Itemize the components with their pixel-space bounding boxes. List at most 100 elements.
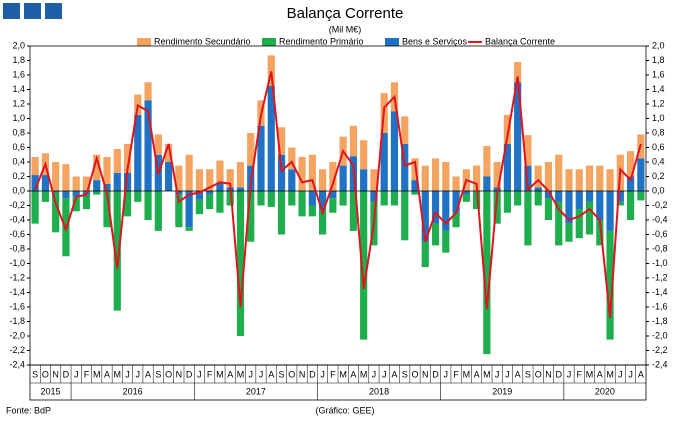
- bar: [123, 172, 132, 191]
- bar: [339, 191, 347, 206]
- bar: [298, 191, 306, 217]
- bar: [319, 209, 327, 235]
- x-tick-label: J: [567, 369, 572, 379]
- bar: [411, 191, 419, 195]
- bar: [637, 158, 645, 191]
- bar: [339, 165, 347, 191]
- x-tick-label: M: [483, 369, 491, 379]
- bar: [277, 127, 286, 155]
- bar: [247, 133, 255, 166]
- line: [34, 71, 642, 319]
- bar: [503, 143, 511, 191]
- bar: [236, 187, 245, 191]
- y-tick-label: 1,8: [12, 55, 25, 65]
- bar: [637, 191, 645, 201]
- y-tick-label: 0,8: [12, 127, 25, 137]
- x-tick-label: A: [104, 369, 110, 379]
- year-label: 2017: [246, 386, 266, 396]
- bar: [606, 191, 614, 231]
- x-tick-label: F: [207, 369, 213, 379]
- bar: [288, 169, 296, 191]
- bar: [616, 201, 624, 206]
- bar: [544, 162, 553, 191]
- bar: [483, 176, 491, 191]
- bar: [442, 191, 450, 231]
- bar: [534, 191, 542, 206]
- bar: [134, 191, 142, 202]
- bar: [431, 158, 440, 191]
- bar: [483, 191, 491, 355]
- bar: [329, 191, 337, 199]
- y2-tick-label: 0,2: [652, 171, 665, 181]
- bar: [216, 182, 224, 191]
- y-tick-label: 0,6: [12, 142, 25, 152]
- x-tick-label: S: [525, 369, 531, 379]
- bar: [195, 199, 203, 215]
- x-tick-label: O: [165, 369, 172, 379]
- bar: [175, 194, 183, 228]
- y2-tick-label: 1,4: [652, 84, 665, 94]
- bar: [226, 191, 234, 206]
- bar: [585, 191, 594, 202]
- y-tick-label: -0,2: [9, 200, 25, 210]
- x-tick-label: M: [360, 369, 368, 379]
- bar: [555, 201, 563, 246]
- x-tick-label: A: [515, 369, 521, 379]
- bar: [585, 201, 594, 235]
- logo-square: [24, 3, 41, 19]
- bar: [627, 151, 635, 177]
- y-tick-label: 1,2: [12, 98, 25, 108]
- y-tick-label: -2,4: [9, 359, 25, 369]
- bar: [308, 205, 316, 217]
- bar: [370, 191, 378, 202]
- x-tick-label: D: [186, 369, 193, 379]
- y2-tick-label: -1,0: [652, 258, 668, 268]
- bar: [401, 143, 409, 191]
- x-tick-label: N: [176, 369, 183, 379]
- y-tick-label: -1,2: [9, 272, 25, 282]
- x-tick-label: D: [309, 369, 316, 379]
- bar: [236, 162, 245, 188]
- bar: [267, 85, 275, 191]
- bar: [442, 230, 450, 253]
- bar: [185, 227, 193, 231]
- x-tick-label: M: [216, 369, 224, 379]
- x-tick-label: A: [391, 369, 397, 379]
- bar: [462, 191, 470, 195]
- x-tick-label: J: [125, 369, 130, 379]
- x-tick-label: A: [227, 369, 233, 379]
- x-tick-label: S: [279, 369, 285, 379]
- x-tick-label: N: [299, 369, 306, 379]
- x-tick-label: M: [114, 369, 122, 379]
- y2-tick-label: -1,4: [652, 287, 668, 297]
- y-tick-label: 1,6: [12, 69, 25, 79]
- y-tick-label: -0,4: [9, 214, 25, 224]
- bar: [606, 230, 614, 340]
- bar: [31, 156, 39, 176]
- bar: [514, 191, 522, 206]
- legend-swatch: [385, 38, 399, 46]
- bar: [483, 146, 491, 177]
- bar: [442, 162, 450, 191]
- bar: [473, 191, 481, 210]
- bar: [62, 164, 70, 191]
- y2-tick-label: 1,8: [652, 55, 665, 65]
- y-tick-label: -2,0: [9, 330, 25, 340]
- bar: [103, 191, 111, 228]
- bar: [113, 172, 121, 191]
- bar: [462, 194, 470, 202]
- x-tick-label: D: [432, 369, 439, 379]
- credit: (Gráfico: GEE): [315, 405, 374, 415]
- legend-swatch: [137, 38, 151, 46]
- bar: [544, 191, 553, 199]
- bar: [411, 180, 419, 191]
- y-tick-label: -0,6: [9, 229, 25, 239]
- bar: [72, 191, 80, 197]
- bar: [503, 114, 511, 144]
- chart-subtitle: (Mil M€): [329, 24, 362, 34]
- y2-tick-label: 0,8: [652, 127, 665, 137]
- bar: [627, 191, 635, 220]
- bar: [72, 176, 80, 191]
- x-tick-label: M: [606, 369, 614, 379]
